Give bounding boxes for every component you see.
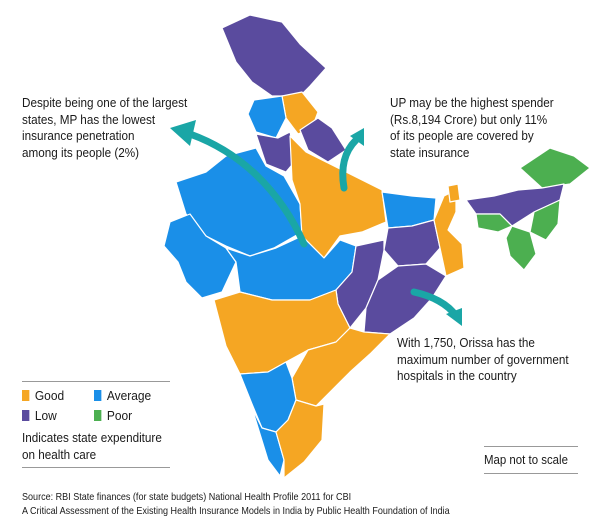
annotation-line: insurance penetration xyxy=(22,128,135,143)
annotation-line: hospitals in the country xyxy=(397,368,517,383)
annotation-mp: Despite being one of the largest states,… xyxy=(22,95,187,161)
state-jharkhand xyxy=(383,219,441,267)
legend-item-poor: Poor xyxy=(94,408,164,423)
annotation-line: maximum number of government xyxy=(397,351,569,367)
annotation-line: Despite being one of the largest xyxy=(22,95,188,110)
state-jammu-kashmir xyxy=(221,14,327,97)
annotation-line: With 1,750, Orissa has the xyxy=(397,335,535,350)
legend-label: Low xyxy=(34,408,57,423)
state-gujarat xyxy=(163,213,237,299)
state-up xyxy=(289,135,387,259)
source-line: Source: RBI State finances (for state bu… xyxy=(22,491,352,503)
annotation-line: UP may be the highest spender xyxy=(390,95,554,110)
annotation-line: among its people (2%) xyxy=(22,144,140,160)
state-orissa xyxy=(363,263,447,335)
legend-caption-line: on health care xyxy=(22,447,97,462)
scale-note-text: Map not to scale xyxy=(484,452,568,467)
arrow-up-path xyxy=(339,136,360,192)
legend-label: Average xyxy=(106,388,152,403)
annotation-line: state insurance xyxy=(390,144,470,160)
legend-item-average: Average xyxy=(94,388,164,403)
scale-note: Map not to scale xyxy=(484,446,578,474)
state-sikkim xyxy=(447,183,461,203)
state-meghalaya xyxy=(475,213,513,233)
arrow-mp-head xyxy=(170,120,196,146)
legend: Good Average Low Poor Indicates state ex… xyxy=(22,381,170,468)
legend-label: Poor xyxy=(106,408,133,423)
annotation-orissa: With 1,750, Orissa has the maximum numbe… xyxy=(397,335,569,385)
state-nagaland-manipur xyxy=(529,199,561,241)
state-chhattisgarh xyxy=(335,239,385,329)
annotation-line: states, MP has the lowest xyxy=(22,111,156,127)
state-punjab xyxy=(247,95,287,139)
legend-swatch xyxy=(94,390,102,401)
annotation-line: (Rs.8,194 Crore) but only 11% xyxy=(390,111,548,127)
annotation-up: UP may be the highest spender (Rs.8,194 … xyxy=(390,95,554,161)
state-mizoram-tripura xyxy=(505,225,537,271)
source-line: A Critical Assessment of the Existing He… xyxy=(22,505,450,517)
arrow-up-head xyxy=(350,128,364,146)
state-west-bengal xyxy=(433,189,465,277)
arrow-orissa-head xyxy=(446,308,462,326)
source-credit: Source: RBI State finances (for state bu… xyxy=(22,490,450,518)
legend-swatch xyxy=(94,410,102,421)
annotation-line: of its people are covered by xyxy=(390,128,534,143)
arrow-mp-path xyxy=(186,130,308,248)
legend-label: Good xyxy=(34,388,65,403)
legend-caption-line: Indicates state expenditure xyxy=(22,430,162,445)
legend-item-low: Low xyxy=(22,408,88,423)
state-tamil-nadu xyxy=(275,399,325,479)
legend-swatch xyxy=(22,410,30,421)
legend-swatch xyxy=(22,390,30,401)
legend-item-good: Good xyxy=(22,388,88,403)
legend-caption: Indicates state expenditure on health ca… xyxy=(22,429,162,463)
